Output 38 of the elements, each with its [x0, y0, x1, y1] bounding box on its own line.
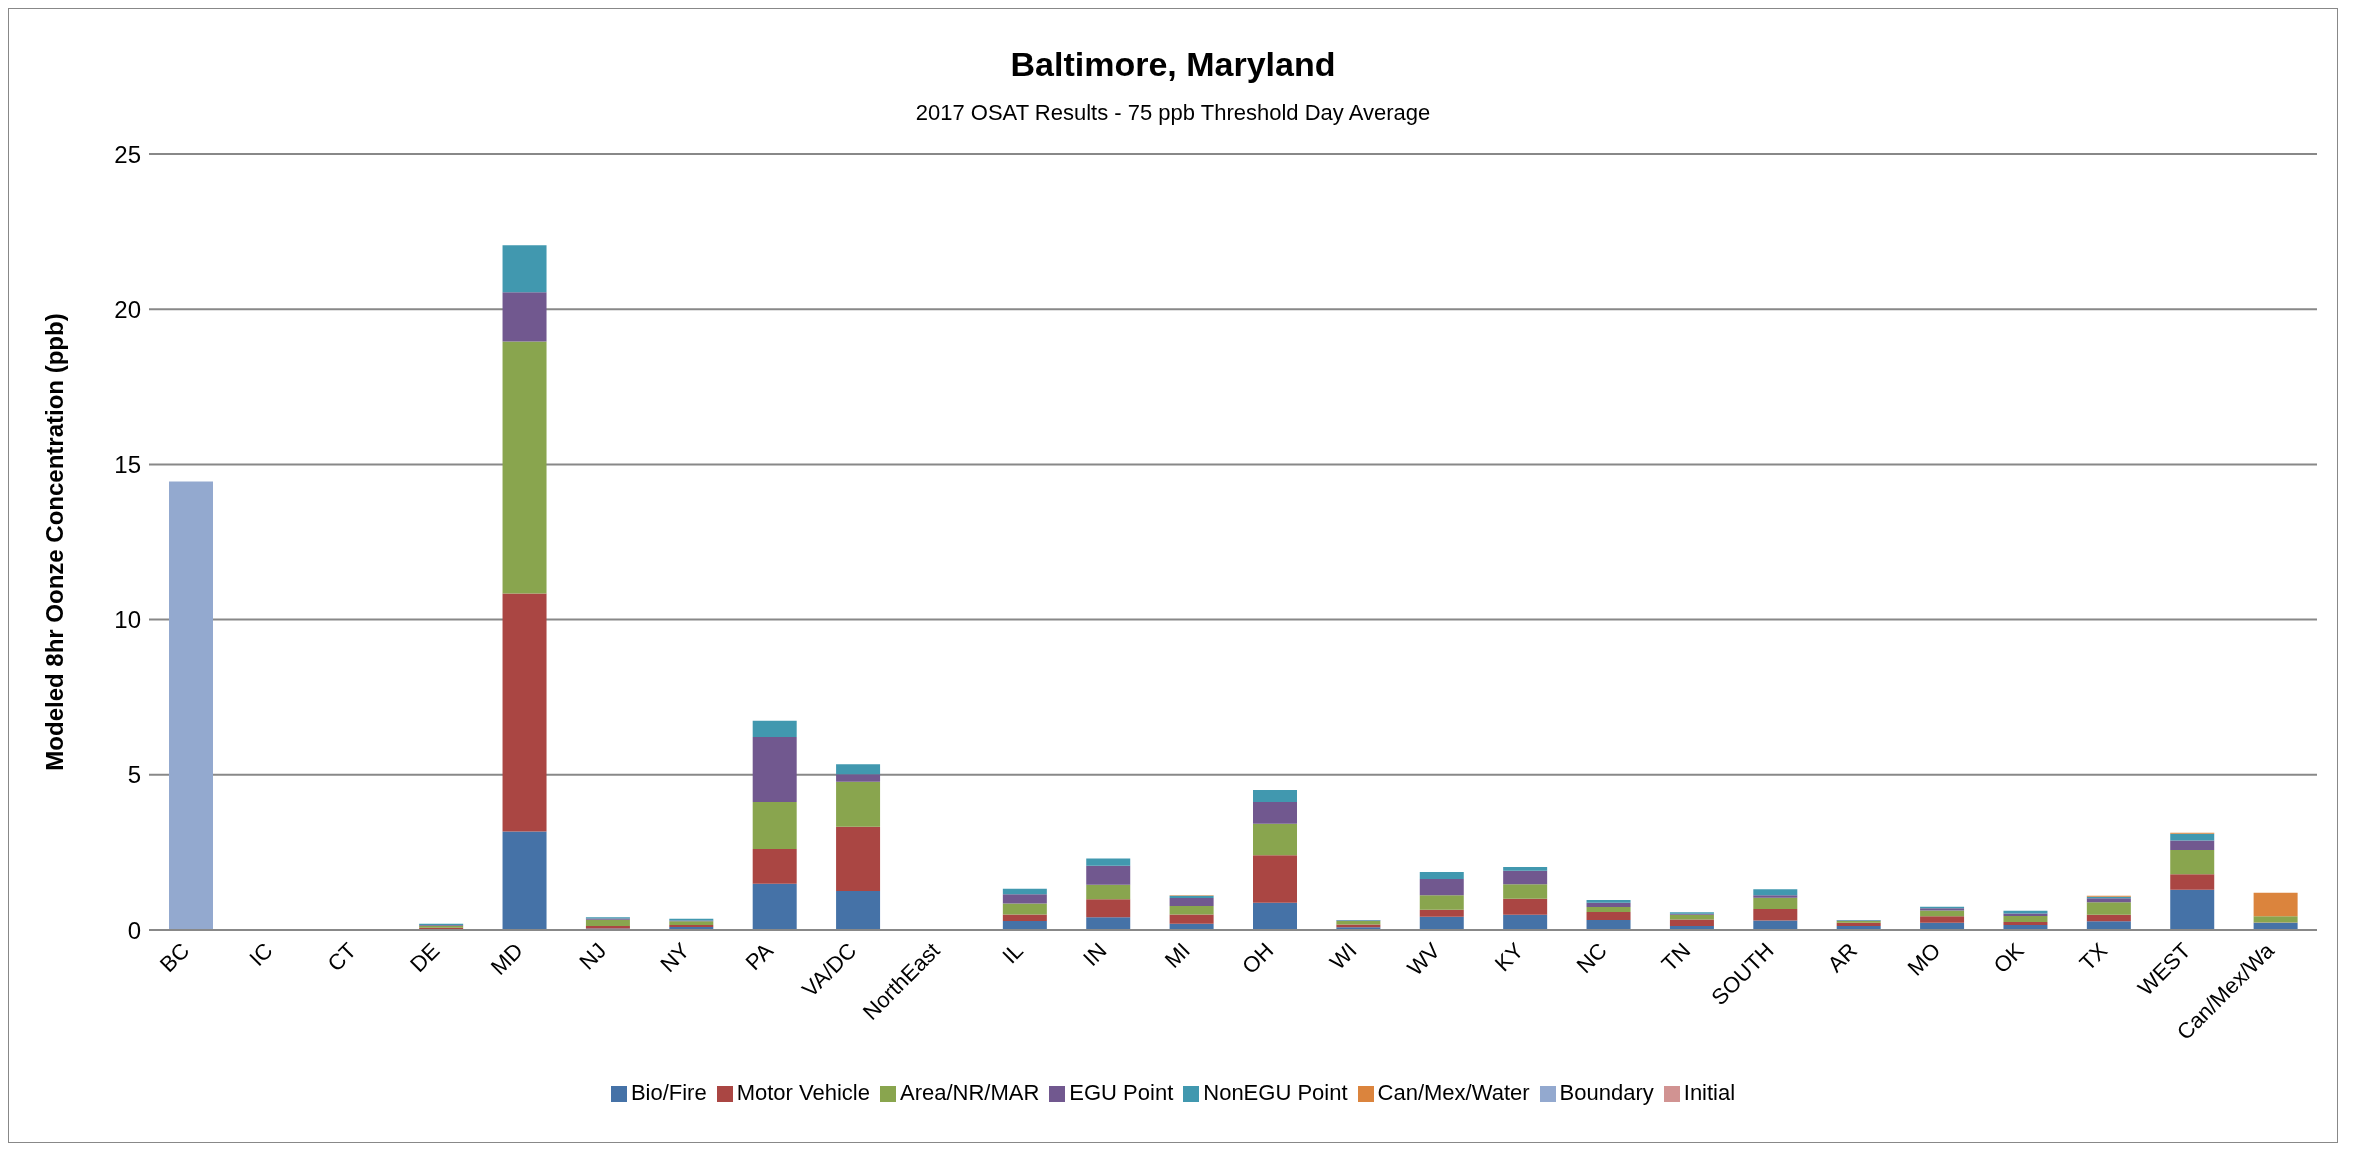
- x-tick-label: TN: [1656, 937, 1696, 977]
- legend-label: Can/Mex/Water: [1377, 1080, 1530, 1105]
- y-tick-label: 10: [114, 606, 141, 634]
- legend-label: Bio/Fire: [630, 1080, 707, 1105]
- legend-label: EGU Point: [1069, 1080, 1174, 1105]
- x-tick-label: IL: [997, 937, 1029, 969]
- x-tick-label: IN: [1078, 937, 1112, 972]
- x-tick-label: NC: [1571, 937, 1612, 979]
- x-tick-label: AR: [1822, 937, 1862, 978]
- x-tick-label: MO: [1902, 937, 1946, 981]
- x-tick-label: PA: [740, 937, 779, 976]
- legend-label: Initial: [1683, 1080, 1736, 1105]
- x-tick-label: NY: [655, 937, 695, 978]
- legend-label: NonEGU Point: [1203, 1080, 1348, 1105]
- x-tick-label: WI: [1324, 937, 1362, 975]
- x-tick-label: MI: [1159, 937, 1195, 973]
- x-tick-label: WV: [1402, 937, 1446, 981]
- y-axis-title: Modeled 8hr Oonze Concentration (ppb): [40, 313, 68, 771]
- x-tick-label: MD: [485, 937, 528, 980]
- x-tick-label: BC: [154, 937, 195, 978]
- chart-subtitle: 2017 OSAT Results - 75 ppb Threshold Day Average: [914, 100, 1432, 126]
- legend-label: Boundary: [1559, 1080, 1654, 1105]
- y-tick-label: 0: [127, 916, 141, 944]
- x-tick-label: TX: [2074, 937, 2113, 976]
- x-tick-label: DE: [405, 937, 445, 978]
- legend-label: Motor Vehicle: [736, 1080, 870, 1105]
- y-tick-label: 25: [114, 140, 141, 168]
- legend-label: Area/NR/MAR: [899, 1080, 1040, 1105]
- x-tick-label: KY: [1489, 937, 1529, 977]
- x-tick-label: NJ: [574, 937, 612, 975]
- x-tick-label: OK: [1988, 937, 2029, 979]
- y-tick-label: 5: [127, 761, 141, 789]
- x-tick-label: OH: [1237, 937, 1279, 979]
- x-tick-label: IC: [244, 937, 278, 972]
- y-tick-label: 15: [114, 450, 141, 478]
- x-tick-label: CT: [322, 937, 361, 977]
- chart-title: Baltimore, Maryland: [1009, 45, 1337, 84]
- y-tick-label: 20: [114, 295, 141, 323]
